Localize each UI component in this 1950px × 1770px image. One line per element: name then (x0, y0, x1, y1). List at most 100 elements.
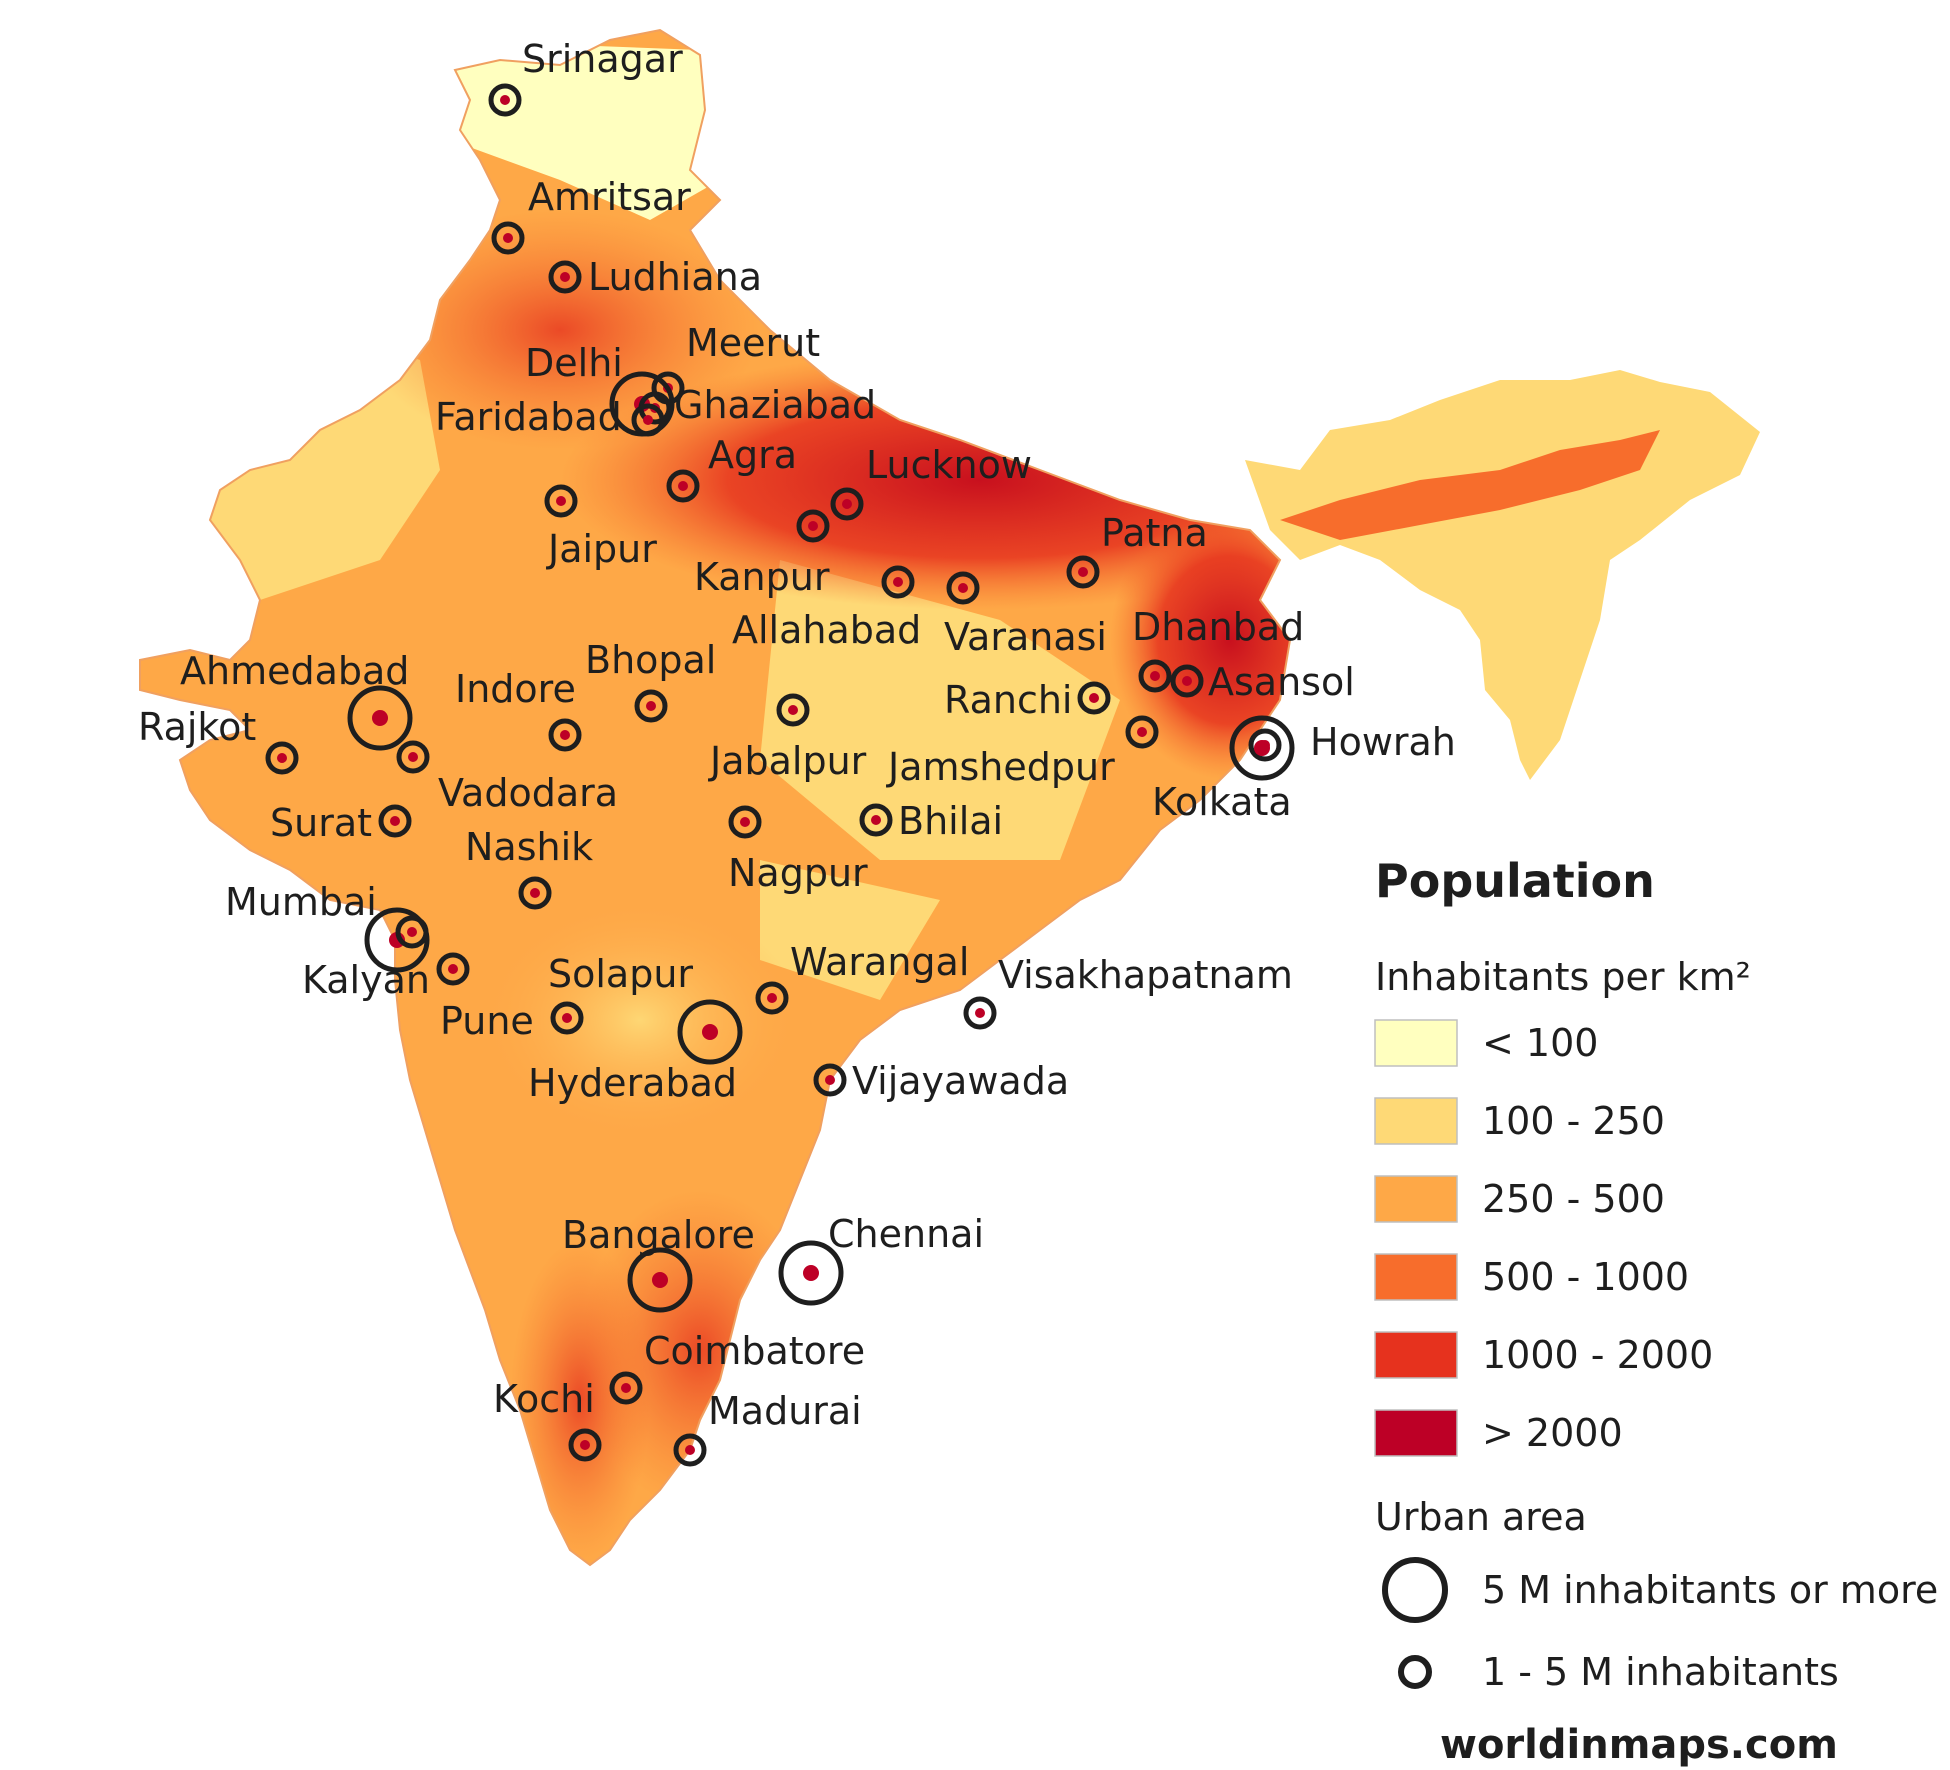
city-visakhapatnam: Visakhapatnam (963, 953, 1293, 1030)
density-deccan (480, 900, 800, 1140)
city-label: Madurai (708, 1389, 862, 1433)
legend-urban-small-label: 1 - 5 M inhabitants (1482, 1650, 1839, 1694)
legend-swatch-label: 250 - 500 (1482, 1177, 1665, 1221)
city-label: Chennai (828, 1212, 984, 1256)
large-city-circle-icon (778, 1240, 844, 1306)
city-label: Kanpur (694, 555, 830, 599)
city-core-dot (893, 577, 903, 587)
small-city-circle-icon (1170, 664, 1204, 698)
legend-swatch (1374, 1253, 1458, 1301)
city-core-dot (1089, 693, 1099, 703)
city-kochi: Kochi (493, 1377, 602, 1462)
city-kolkata: Kolkata (1152, 715, 1295, 824)
city-srinagar: Srinagar (488, 37, 683, 117)
legend-swatch-label: 1000 - 2000 (1482, 1333, 1713, 1377)
legend-urban-title: Urban area (1375, 1495, 1587, 1539)
city-jamshedpur: Jamshedpur (886, 715, 1159, 789)
city-label: Surat (270, 801, 372, 845)
small-city-circle-icon (755, 981, 789, 1015)
city-core-dot (408, 752, 418, 762)
city-lucknow: Lucknow (830, 443, 1032, 521)
city-core-dot (562, 1013, 572, 1023)
small-city-circle-icon (631, 403, 665, 437)
legend-swatch-label: 500 - 1000 (1482, 1255, 1689, 1299)
city-core-dot (685, 1445, 695, 1455)
city-bhilai: Bhilai (859, 799, 1003, 843)
city-label: Kalyan (302, 958, 430, 1002)
city-label: Bhilai (898, 799, 1003, 843)
small-city-circle-icon (609, 1371, 643, 1405)
city-core-dot (621, 1383, 631, 1393)
density-low-east-coast (760, 860, 940, 1000)
small-city-circle-icon (1138, 659, 1172, 693)
city-label: Vijayawada (852, 1059, 1069, 1103)
small-city-circle-icon (728, 805, 762, 839)
small-circle-icon (1398, 1655, 1432, 1689)
legend-urban-large-label: 5 M inhabitants or more (1482, 1568, 1938, 1612)
legend-swatch-label: > 2000 (1482, 1411, 1623, 1455)
city-core-dot (808, 521, 818, 531)
city-patna: Patna (1066, 511, 1208, 589)
city-core-dot (503, 233, 513, 243)
city-rajkot: Rajkot (138, 705, 299, 775)
city-allahabad: Allahabad (732, 565, 921, 652)
small-city-circle-icon (1248, 728, 1282, 762)
small-city-circle-icon (813, 1063, 847, 1097)
city-label: Indore (455, 667, 576, 711)
northeast-region (1245, 370, 1760, 780)
city-core-dot (390, 816, 400, 826)
small-city-circle-icon (568, 1428, 602, 1462)
city-kalyan: Kalyan (302, 915, 430, 1002)
city-vadodara: Vadodara (396, 740, 618, 815)
small-city-circle-icon (550, 1001, 584, 1035)
city-ludhiana: Ludhiana (548, 255, 762, 299)
city-label: Rajkot (138, 705, 256, 749)
city-core-dot (560, 272, 570, 282)
city-pune: Pune (440, 999, 584, 1043)
city-label: Coimbatore (644, 1329, 865, 1373)
small-city-circle-icon (881, 565, 915, 599)
city-asansol: Asansol (1170, 660, 1355, 704)
small-city-circle-icon (776, 693, 810, 727)
city-delhi: Delhi (525, 341, 675, 437)
city-label: Ludhiana (588, 255, 762, 299)
city-core-dot (958, 583, 968, 593)
city-core-dot (407, 927, 417, 937)
city-nashik: Nashik (465, 825, 593, 910)
city-core-dot (678, 481, 688, 491)
city-label: Visakhapatnam (998, 953, 1293, 997)
city-indore: Indore (455, 667, 582, 752)
city-label: Delhi (525, 341, 623, 385)
city-core-dot (975, 1008, 985, 1018)
city-warangal: Warangal (755, 940, 969, 1015)
city-label: Ranchi (944, 678, 1072, 722)
city-jabalpur: Jabalpur (708, 693, 867, 783)
city-agra: Agra (666, 433, 797, 503)
city-core-dot (1137, 727, 1147, 737)
city-surat: Surat (270, 801, 412, 845)
city-label: Solapur (548, 952, 693, 996)
city-core-dot (500, 95, 510, 105)
city-core-dot (652, 1272, 668, 1288)
city-core-dot (1150, 671, 1160, 681)
city-chennai: Chennai (778, 1212, 984, 1306)
city-mumbai: Mumbai (225, 880, 430, 973)
legend-density-title: Inhabitants per km² (1375, 955, 1751, 999)
city-core-dot (803, 1265, 819, 1281)
city-kanpur: Kanpur (694, 509, 830, 599)
northeast-assam-valley (1280, 430, 1660, 540)
large-city-circle-icon (627, 1247, 693, 1313)
city-core-dot (643, 415, 653, 425)
city-core-dot (767, 993, 777, 1003)
small-city-circle-icon (1077, 681, 1111, 715)
city-label: Jabalpur (708, 739, 867, 783)
city-bhopal: Bhopal (585, 638, 716, 723)
city-core-dot (788, 705, 798, 715)
city-core-dot (1254, 740, 1270, 756)
city-faridabad: Faridabad (435, 395, 665, 439)
city-core-dot (580, 1440, 590, 1450)
large-city-circle-icon (347, 685, 413, 751)
city-core-dot (740, 817, 750, 827)
city-label: Dhanbad (1132, 605, 1304, 649)
city-label: Bhopal (585, 638, 716, 682)
